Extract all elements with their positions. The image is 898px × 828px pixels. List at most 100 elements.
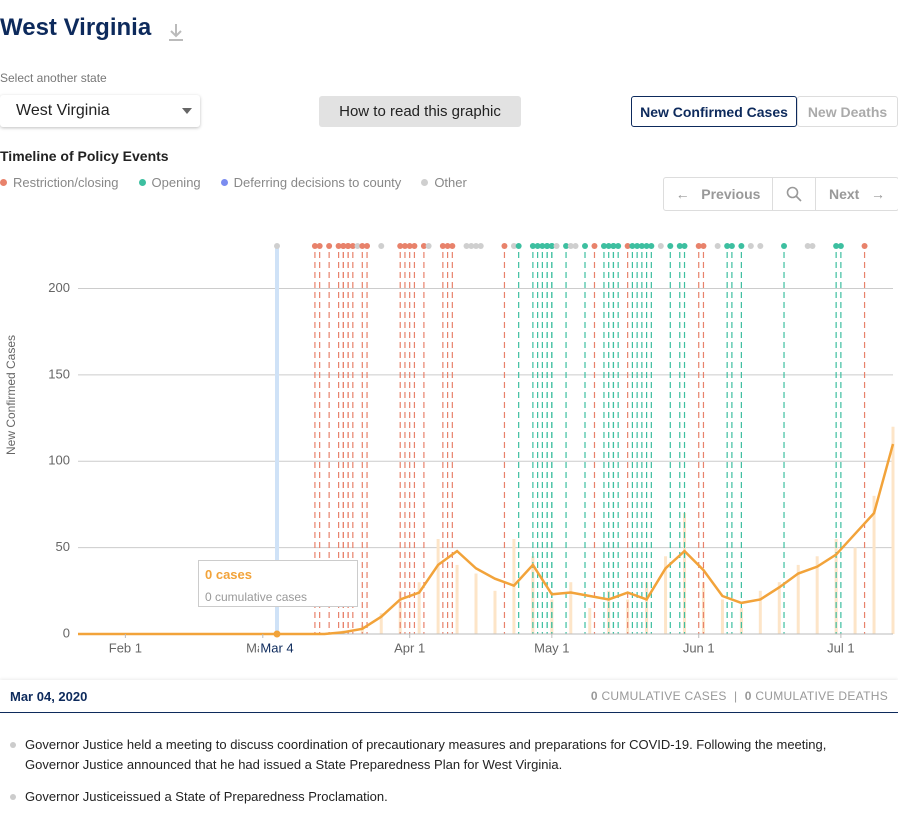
x-tick-label: May 1 xyxy=(534,640,569,655)
daily-bar xyxy=(417,582,421,634)
event-dot[interactable] xyxy=(548,243,555,249)
highlight-dot xyxy=(273,630,281,638)
event-dot[interactable] xyxy=(539,243,546,249)
details-date: Mar 04, 2020 xyxy=(10,689,88,704)
event-dot[interactable] xyxy=(837,243,844,249)
event-dot[interactable] xyxy=(695,243,702,249)
event-dot[interactable] xyxy=(757,243,764,249)
event-dot[interactable] xyxy=(316,243,323,249)
x-tick-label: Apr 1 xyxy=(394,640,425,655)
x-tick-label: Jun 1 xyxy=(683,640,715,655)
event-dot[interactable] xyxy=(449,243,456,249)
event-dot[interactable] xyxy=(349,243,356,249)
event-dot[interactable] xyxy=(411,243,418,249)
event-dot[interactable] xyxy=(657,243,664,249)
y-axis-label: New Confirmed Cases xyxy=(4,335,18,455)
download-icon[interactable] xyxy=(169,24,183,41)
event-dot[interactable] xyxy=(563,243,570,249)
select-label: Select another state xyxy=(0,71,107,85)
event-dot[interactable] xyxy=(425,243,432,249)
event-dot[interactable] xyxy=(781,243,788,249)
event-dot[interactable] xyxy=(629,243,636,249)
event-dot[interactable] xyxy=(804,243,811,249)
event-list: Governor Justice held a meeting to discu… xyxy=(10,735,870,807)
event-dot[interactable] xyxy=(345,243,352,249)
event-dot[interactable] xyxy=(510,243,517,249)
daily-bar xyxy=(701,582,705,634)
event-dot[interactable] xyxy=(643,243,650,249)
event-dot[interactable] xyxy=(747,243,754,249)
event-dot[interactable] xyxy=(444,243,451,249)
highlight-band xyxy=(275,246,280,634)
event-dot[interactable] xyxy=(738,243,745,249)
event-dot[interactable] xyxy=(397,243,404,249)
event-dot[interactable] xyxy=(340,243,347,249)
event-dot[interactable] xyxy=(553,243,560,249)
event-dot[interactable] xyxy=(534,243,541,249)
event-dot[interactable] xyxy=(354,243,361,249)
event-item: Governor Justice held a meeting to discu… xyxy=(10,735,870,775)
legend: Restriction/closing Opening Deferring deci… xyxy=(0,175,487,190)
event-dot[interactable] xyxy=(833,243,840,249)
page-title: West Virginia xyxy=(0,14,152,41)
tab-cases[interactable]: New Confirmed Cases xyxy=(631,96,797,127)
event-dot[interactable] xyxy=(591,243,598,249)
event-dot[interactable] xyxy=(728,243,735,249)
event-dot[interactable] xyxy=(700,243,707,249)
event-dot[interactable] xyxy=(473,243,480,249)
event-dot[interactable] xyxy=(439,243,446,249)
event-dot[interactable] xyxy=(638,243,645,249)
event-dot[interactable] xyxy=(861,243,868,249)
dropdown-caret xyxy=(182,108,192,119)
bullet xyxy=(10,742,16,748)
help-button[interactable]: How to read this graphic xyxy=(319,96,521,127)
event-dot[interactable] xyxy=(714,243,721,249)
event-dot[interactable] xyxy=(724,243,731,249)
state-dropdown[interactable]: West Virginia xyxy=(0,95,200,127)
event-dot[interactable] xyxy=(529,243,536,249)
event-dot[interactable] xyxy=(326,243,333,249)
event-dot[interactable] xyxy=(406,243,413,249)
event-dot[interactable] xyxy=(274,243,281,249)
event-dot[interactable] xyxy=(335,243,342,249)
event-dot[interactable] xyxy=(359,243,366,249)
event-dot[interactable] xyxy=(544,243,551,249)
event-dot[interactable] xyxy=(311,243,318,249)
search-button[interactable] xyxy=(773,178,816,210)
event-dot[interactable] xyxy=(572,243,579,249)
event-dot[interactable] xyxy=(477,243,484,249)
event-dot[interactable] xyxy=(364,243,371,249)
daily-bar xyxy=(853,547,857,634)
event-dot[interactable] xyxy=(676,243,683,249)
tab-deaths[interactable]: New Deaths xyxy=(797,96,898,127)
event-dot[interactable] xyxy=(615,243,622,249)
event-dot[interactable] xyxy=(610,243,617,249)
legend-label: Restriction/closing xyxy=(13,175,119,190)
event-dot[interactable] xyxy=(468,243,475,249)
event-dot[interactable] xyxy=(634,243,641,249)
legend-label: Opening xyxy=(151,175,201,190)
tooltip-title: 0 cases xyxy=(205,567,252,582)
event-dot[interactable] xyxy=(648,243,655,249)
event-dot[interactable] xyxy=(501,243,508,249)
event-dot[interactable] xyxy=(515,243,522,249)
event-dot[interactable] xyxy=(624,243,631,249)
event-text: Governor Justiceissued a State of Prepar… xyxy=(25,789,388,804)
event-dot[interactable] xyxy=(681,243,688,249)
previous-button[interactable]: ← Previous xyxy=(664,178,773,210)
daily-bar xyxy=(815,556,819,634)
event-dot[interactable] xyxy=(420,243,427,249)
next-button[interactable]: Next → xyxy=(828,186,886,202)
event-dot[interactable] xyxy=(463,243,470,249)
event-dot[interactable] xyxy=(567,243,574,249)
event-dot[interactable] xyxy=(600,243,607,249)
event-dot[interactable] xyxy=(809,243,816,249)
event-dot[interactable] xyxy=(582,243,589,249)
event-dot[interactable] xyxy=(401,243,408,249)
event-dot[interactable] xyxy=(667,243,674,249)
x-tick-label: Jul 1 xyxy=(827,640,854,655)
legend-item: Other xyxy=(421,175,467,190)
event-dot[interactable] xyxy=(378,243,385,249)
event-dot[interactable] xyxy=(605,243,612,249)
